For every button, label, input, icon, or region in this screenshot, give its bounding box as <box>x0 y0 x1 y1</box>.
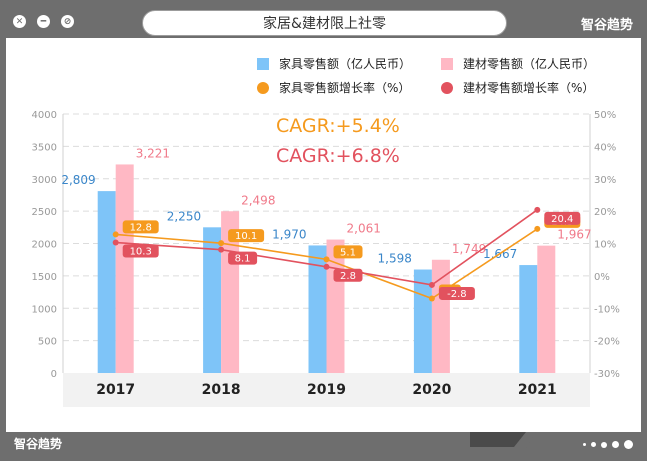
y-right-tick-label: 30% <box>594 175 616 186</box>
point-label-building: -2.8 <box>447 289 467 300</box>
y-right-tick-label: -10% <box>594 304 620 315</box>
bar-label-furniture: 2,809 <box>61 173 95 187</box>
x-tick-label: 2019 <box>307 382 346 398</box>
brand-logo-bottom: 智谷趋势 <box>14 437 63 451</box>
x-tick-label: 2018 <box>202 382 241 398</box>
bar-label-furniture: 1,970 <box>272 227 306 241</box>
x-tick-label: 2017 <box>96 382 135 398</box>
cagr-building: CAGR:+6.8% <box>276 145 400 167</box>
bar-building <box>431 259 450 373</box>
y-right-tick-label: 10% <box>594 240 616 251</box>
point-label-furniture: 5.1 <box>340 247 356 258</box>
pager-dots[interactable] <box>583 440 633 449</box>
y-left-tick-label: 2000 <box>32 240 57 251</box>
legend-item-building: 建材零售额（亿人民币） <box>441 55 595 72</box>
brand-logo: 智谷趋势 <box>580 18 633 33</box>
y-right-tick-label: 50% <box>594 110 616 121</box>
bar-building <box>537 245 556 373</box>
bar-furniture <box>203 227 222 373</box>
bar-label-building: 3,221 <box>136 146 170 160</box>
pager-dot[interactable] <box>624 440 633 449</box>
point-label-building: 8.1 <box>235 254 251 265</box>
bar-furniture <box>413 269 432 373</box>
point-label-furniture: 12.8 <box>130 222 152 233</box>
point-label-building: 20.4 <box>551 214 573 225</box>
y-left-tick-label: 500 <box>38 337 57 348</box>
legend-swatch <box>257 81 269 94</box>
point-furniture-growth <box>218 240 225 247</box>
point-building-growth <box>323 263 330 270</box>
bar-label-building: 1,749 <box>452 242 486 256</box>
y-right-tick-label: -30% <box>594 369 620 380</box>
legend-label: 建材零售额增长率（%） <box>463 81 595 95</box>
legend-label: 家具零售额增长率（%） <box>279 81 411 95</box>
point-label-building: 10.3 <box>130 247 152 258</box>
legend-item-furniture-growth: 家具零售额增长率（%） <box>257 79 410 96</box>
y-right-tick-label: 40% <box>594 142 616 153</box>
point-label-bg-building <box>544 211 581 225</box>
legend-item-building-growth: 建材零售额增长率（%） <box>441 79 594 96</box>
y-left-tick-label: 1500 <box>32 272 57 283</box>
bar-label-building: 2,061 <box>347 222 381 236</box>
close-icon[interactable]: ✕ <box>13 15 26 28</box>
point-label-bg-building <box>228 251 258 265</box>
y-left-tick-label: 2500 <box>32 207 57 218</box>
legend-label: 家具零售额（亿人民币） <box>279 57 412 71</box>
y-left-tick-label: 3000 <box>32 175 57 186</box>
pager-dot[interactable] <box>612 441 619 448</box>
legend-swatch <box>257 57 269 70</box>
pager-dot[interactable] <box>583 443 586 446</box>
point-furniture-growth <box>112 231 119 238</box>
x-tick-label: 2020 <box>412 382 451 398</box>
point-label-bg-furniture <box>333 245 363 259</box>
point-label-building: 2.8 <box>340 271 356 282</box>
point-building-growth <box>218 246 225 253</box>
legend-swatch <box>441 57 453 70</box>
bar-furniture <box>308 245 327 373</box>
pager-dot[interactable] <box>591 442 596 447</box>
y-right-tick-label: -20% <box>594 337 620 348</box>
y-left-tick-label: 4000 <box>32 110 57 121</box>
point-label-furniture: 10.1 <box>235 231 257 242</box>
point-building-growth <box>534 206 541 213</box>
bar-label-building: 1,967 <box>557 228 591 242</box>
bar-furniture <box>519 265 538 373</box>
point-label-bg-furniture <box>122 220 159 234</box>
point-label-bg-furniture <box>228 229 265 243</box>
bar-furniture <box>97 191 116 373</box>
y-right-tick-label: 20% <box>594 207 616 218</box>
point-furniture-growth <box>428 295 435 302</box>
point-furniture-growth <box>323 256 330 263</box>
y-left-tick-label: 1000 <box>32 304 57 315</box>
bar-label-building: 2,498 <box>241 193 275 207</box>
point-label-bg-building <box>333 268 363 282</box>
legend-label: 建材零售额（亿人民币） <box>463 57 596 71</box>
point-label-bg-building <box>438 286 475 300</box>
bar-label-furniture: 1,598 <box>378 252 412 266</box>
y-right-tick-label: 0% <box>594 272 610 283</box>
point-furniture-growth <box>534 225 541 232</box>
legend-swatch <box>441 81 453 94</box>
legend-item-furniture: 家具零售额（亿人民币） <box>257 55 411 72</box>
restore-icon[interactable]: ⊘ <box>61 15 74 28</box>
x-axis-band <box>63 373 590 407</box>
x-tick-label: 2021 <box>518 382 557 398</box>
bar-label-furniture: 2,250 <box>167 209 201 223</box>
y-left-tick-label: 3500 <box>32 142 57 153</box>
minimize-icon[interactable]: ━ <box>37 15 50 28</box>
point-label-bg-building <box>122 244 159 258</box>
bar-building <box>115 164 134 373</box>
pager-dot[interactable] <box>601 441 607 448</box>
point-building-growth <box>112 239 119 246</box>
window-title: 家居&建材限上社零 <box>142 10 507 36</box>
cagr-furniture: CAGR:+5.4% <box>276 115 400 137</box>
point-building-growth <box>428 281 435 288</box>
y-left-tick-label: 0 <box>51 369 57 380</box>
